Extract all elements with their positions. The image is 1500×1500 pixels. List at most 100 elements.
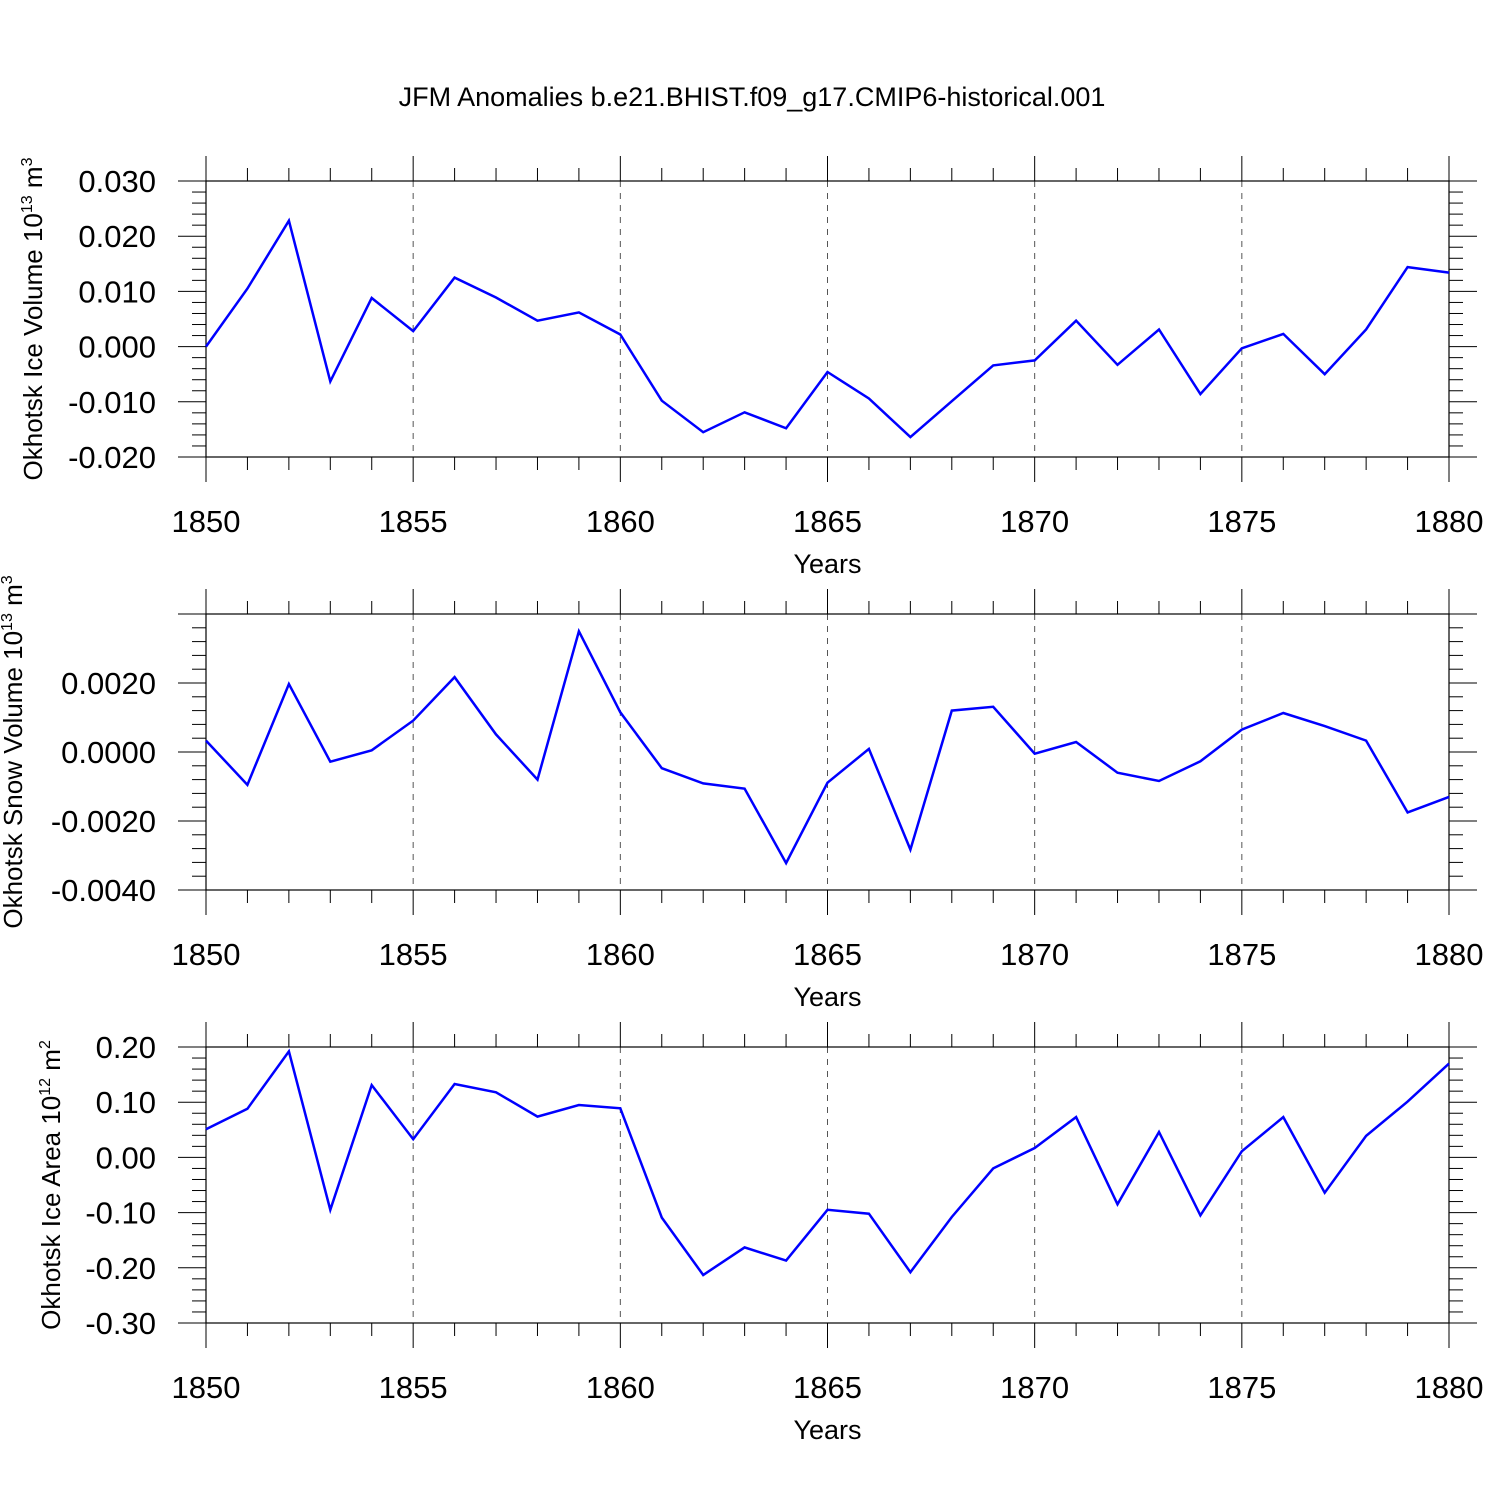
x-tick-label: 1855 bbox=[379, 504, 448, 539]
data-point bbox=[370, 748, 374, 752]
data-point bbox=[1157, 327, 1161, 331]
data-point bbox=[991, 363, 995, 367]
data-point bbox=[950, 709, 954, 713]
series-line bbox=[205, 1048, 1450, 1277]
y-axis-label-unit: m bbox=[36, 1049, 66, 1078]
series-line bbox=[204, 217, 1450, 439]
y-axis-label-text: Okhotsk Ice Area 10 bbox=[36, 1096, 66, 1330]
y-axis-label-exponent: 12 bbox=[37, 1078, 54, 1096]
y-tick-label: -0.0040 bbox=[51, 873, 156, 908]
x-tick-label: 1855 bbox=[379, 1370, 448, 1405]
y-axis-label-unit-exponent: 3 bbox=[19, 157, 36, 166]
x-tick-label: 1865 bbox=[793, 937, 862, 972]
data-point bbox=[1198, 759, 1202, 763]
data-point bbox=[950, 1215, 954, 1219]
data-point bbox=[1116, 363, 1120, 367]
data-point bbox=[1406, 265, 1410, 269]
panel-1: 1850 1855 1860 1865 1870 1875 1880 -0.020 -0.010… bbox=[18, 156, 1483, 579]
x-tick-label: 1860 bbox=[586, 504, 655, 539]
y-axis-label-text: Okhotsk Ice Volume 10 bbox=[18, 213, 48, 480]
data-point bbox=[701, 781, 705, 785]
y-tick-label: 0.010 bbox=[78, 274, 156, 309]
data-point bbox=[1323, 724, 1327, 728]
x-axis-label: Years bbox=[793, 549, 861, 579]
data-point bbox=[743, 410, 747, 414]
data-point bbox=[494, 295, 498, 299]
data-point bbox=[1281, 1115, 1285, 1119]
x-tick-label: 1865 bbox=[793, 1370, 862, 1405]
y-tick-label: 0.0020 bbox=[61, 666, 156, 701]
x-tick-label: 1870 bbox=[1000, 504, 1069, 539]
data-point bbox=[494, 732, 498, 736]
y-tick-label: -0.010 bbox=[68, 385, 156, 420]
data-point bbox=[1447, 795, 1451, 799]
data-point bbox=[867, 747, 871, 751]
data-point bbox=[287, 1049, 291, 1053]
data-point bbox=[453, 1082, 457, 1086]
data-point bbox=[1364, 1134, 1368, 1138]
data-point bbox=[245, 783, 249, 787]
y-tick-label: 0.10 bbox=[96, 1085, 156, 1120]
data-point bbox=[867, 1212, 871, 1216]
data-point bbox=[784, 1259, 788, 1263]
data-point bbox=[867, 396, 871, 400]
x-tick-label: 1880 bbox=[1415, 937, 1484, 972]
data-point bbox=[1323, 372, 1327, 376]
data-point bbox=[1406, 1100, 1410, 1104]
y-axis-label-unit-exponent: 3 bbox=[0, 575, 16, 584]
data-point bbox=[328, 1208, 332, 1212]
data-point bbox=[411, 1137, 415, 1141]
data-point bbox=[1033, 1146, 1037, 1150]
y-axis-label-unit-exponent: 2 bbox=[37, 1040, 54, 1049]
data-point bbox=[1323, 1191, 1327, 1195]
y-tick-label: -0.0020 bbox=[51, 804, 156, 839]
data-point bbox=[1364, 327, 1368, 331]
data-point bbox=[535, 1115, 539, 1119]
x-axis-label: Years bbox=[793, 982, 861, 1012]
data-point bbox=[287, 682, 291, 686]
data-point bbox=[287, 219, 291, 223]
data-point bbox=[991, 705, 995, 709]
data-point bbox=[743, 787, 747, 791]
y-tick-label: 0.030 bbox=[78, 164, 156, 199]
data-point bbox=[453, 276, 457, 280]
data-point bbox=[1281, 332, 1285, 336]
data-point bbox=[908, 1270, 912, 1274]
data-point bbox=[328, 379, 332, 383]
y-axis-label-unit: m bbox=[0, 584, 28, 613]
data-point bbox=[618, 332, 622, 336]
y-tick-label: 0.0000 bbox=[61, 735, 156, 770]
data-point bbox=[1240, 728, 1244, 732]
data-point bbox=[701, 1273, 705, 1277]
figure-title: JFM Anomalies b.e21.BHIST.f09_g17.CMIP6-… bbox=[399, 82, 1106, 112]
data-point bbox=[1447, 1062, 1451, 1066]
x-tick-label: 1860 bbox=[586, 1370, 655, 1405]
data-point bbox=[245, 1107, 249, 1111]
data-point bbox=[1074, 319, 1078, 323]
x-tick-label: 1870 bbox=[1000, 937, 1069, 972]
data-point bbox=[204, 739, 208, 743]
data-point bbox=[1240, 346, 1244, 350]
data-point bbox=[1033, 358, 1037, 362]
data-point bbox=[826, 781, 830, 785]
y-tick-label: 0.000 bbox=[78, 330, 156, 365]
data-point bbox=[618, 710, 622, 714]
data-point bbox=[245, 287, 249, 291]
y-axis-label: Okhotsk Ice Area 1012 m2 bbox=[36, 1040, 66, 1330]
x-tick-label: 1875 bbox=[1207, 937, 1276, 972]
data-point bbox=[577, 310, 581, 314]
panel-2: 1850 1855 1860 1865 1870 1875 1880 -0.0040 -0.00… bbox=[0, 575, 1483, 1012]
data-point bbox=[701, 430, 705, 434]
y-tick-label: -0.020 bbox=[68, 440, 156, 475]
x-tick-label: 1875 bbox=[1207, 504, 1276, 539]
data-point bbox=[991, 1166, 995, 1170]
data-point bbox=[453, 675, 457, 679]
data-point bbox=[1157, 1130, 1161, 1134]
x-tick-label: 1870 bbox=[1000, 1370, 1069, 1405]
data-point bbox=[660, 766, 664, 770]
data-point bbox=[660, 399, 664, 403]
data-point bbox=[826, 370, 830, 374]
data-point bbox=[660, 1216, 664, 1220]
panel-3: 1850 1855 1860 1865 1870 1875 1880 -0.30 -0.20 -0… bbox=[36, 1022, 1483, 1445]
